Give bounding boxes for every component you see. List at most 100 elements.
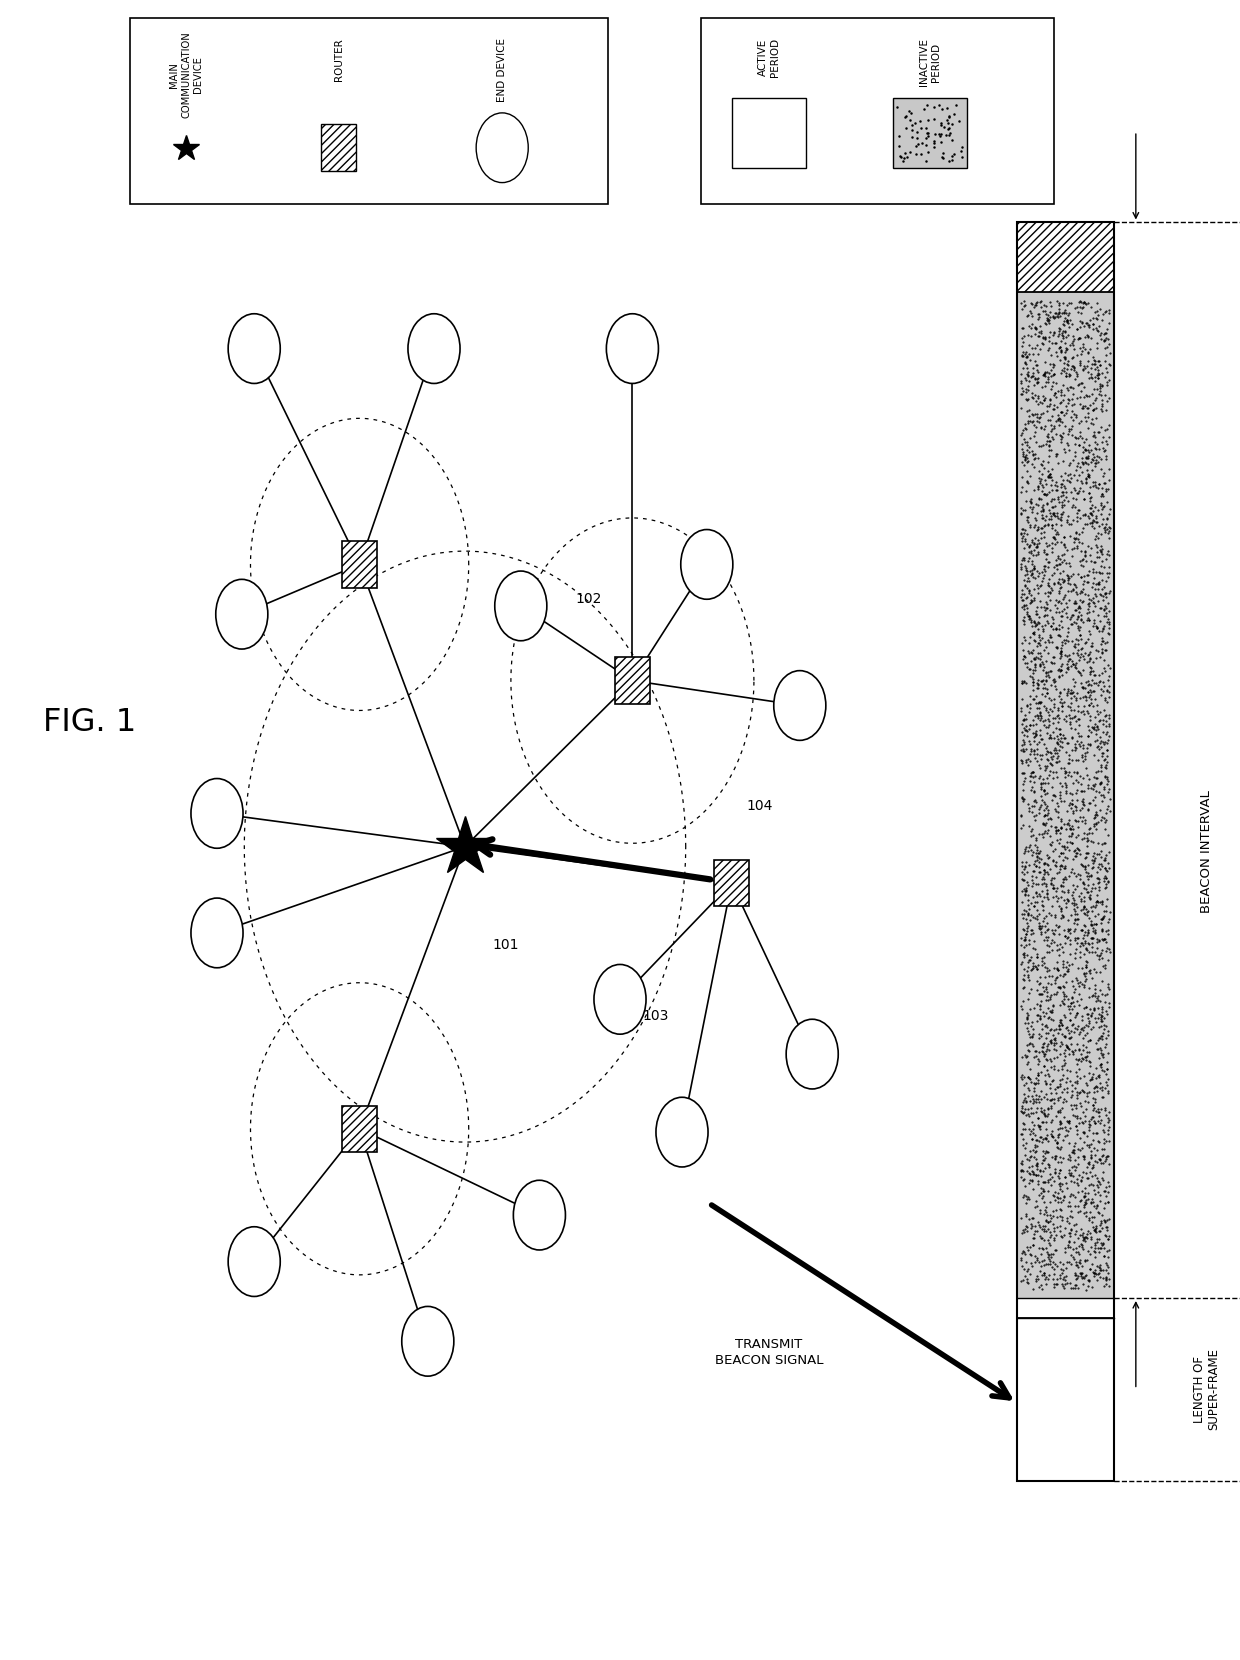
Point: [1012, 848, 1032, 875]
Point: [1065, 1275, 1085, 1301]
Point: [939, 148, 959, 174]
Point: [1037, 1046, 1056, 1072]
Point: [1049, 1013, 1069, 1039]
Point: [1039, 702, 1059, 729]
Point: [1040, 823, 1060, 850]
Point: [1085, 710, 1105, 737]
Point: [1083, 397, 1102, 423]
Point: [1039, 432, 1059, 458]
Point: [1029, 300, 1049, 327]
Point: [1014, 1240, 1034, 1267]
Point: [1021, 906, 1040, 933]
Point: [1069, 559, 1089, 586]
Point: [1053, 1265, 1073, 1291]
Point: [1081, 679, 1101, 706]
Point: [1085, 395, 1105, 422]
Point: [1047, 798, 1066, 825]
Point: [1061, 812, 1081, 838]
Point: [1027, 1145, 1047, 1172]
Point: [1066, 873, 1086, 900]
Point: [1095, 926, 1115, 953]
Point: [1033, 1147, 1053, 1174]
Point: [1079, 722, 1099, 749]
Point: [1092, 1165, 1112, 1192]
Point: [1078, 626, 1097, 652]
Point: [1017, 1042, 1037, 1069]
Point: [1086, 1227, 1106, 1253]
Point: [1014, 1134, 1034, 1160]
Point: [1086, 1009, 1106, 1036]
Point: [1059, 1160, 1079, 1187]
Text: 102: 102: [575, 593, 601, 606]
Point: [1033, 448, 1053, 475]
Point: [1045, 903, 1065, 930]
Point: [1050, 1084, 1070, 1111]
Point: [1049, 820, 1069, 847]
Point: [1040, 1074, 1060, 1101]
Point: [1033, 618, 1053, 644]
Point: [1065, 1036, 1085, 1062]
Point: [1059, 1019, 1079, 1046]
Point: [1017, 1145, 1037, 1172]
Point: [1065, 430, 1085, 456]
Point: [1058, 488, 1078, 515]
Point: [1038, 1096, 1058, 1122]
Point: [1069, 659, 1089, 686]
Point: [1090, 941, 1110, 968]
Point: [1070, 684, 1090, 710]
Point: [1040, 574, 1060, 601]
Point: [1084, 787, 1104, 813]
Point: [1099, 611, 1118, 637]
Point: [1035, 707, 1055, 734]
Point: [1022, 837, 1042, 863]
Point: [1090, 1182, 1110, 1208]
Point: [1034, 556, 1054, 583]
Point: [1095, 437, 1115, 463]
Point: [1038, 699, 1058, 725]
Point: [1073, 310, 1092, 337]
Point: [1023, 637, 1043, 664]
Point: [1095, 347, 1115, 374]
Point: [1085, 593, 1105, 619]
Point: [1080, 815, 1100, 842]
Point: [1023, 564, 1043, 591]
Point: [1035, 1038, 1055, 1064]
Point: [1074, 657, 1094, 684]
Point: [1037, 1139, 1056, 1165]
Point: [1032, 1275, 1052, 1301]
Point: [1076, 954, 1096, 981]
Point: [1056, 867, 1076, 893]
Point: [1047, 551, 1066, 578]
Point: [1050, 872, 1070, 898]
Point: [1016, 1084, 1035, 1111]
Point: [1063, 1154, 1083, 1180]
Point: [1030, 641, 1050, 667]
Point: [1076, 548, 1096, 574]
Point: [1016, 1044, 1035, 1071]
Point: [1091, 843, 1111, 870]
Point: [1022, 581, 1042, 608]
Point: [1068, 1116, 1087, 1142]
Point: [1070, 579, 1090, 606]
Point: [1071, 378, 1091, 405]
Point: [1037, 546, 1056, 573]
Point: [1028, 365, 1048, 392]
Point: [1068, 613, 1087, 639]
Point: [1094, 1044, 1114, 1071]
Point: [1012, 1099, 1032, 1125]
Point: [1095, 855, 1115, 881]
Point: [1043, 369, 1063, 395]
Point: [1012, 878, 1032, 905]
Point: [1091, 1142, 1111, 1169]
Point: [1076, 687, 1096, 714]
Point: [1030, 588, 1050, 614]
Point: [1038, 958, 1058, 984]
Point: [1044, 352, 1064, 378]
Circle shape: [191, 779, 243, 848]
Point: [1058, 385, 1078, 412]
Point: [1081, 1066, 1101, 1092]
Point: [1100, 352, 1120, 378]
Point: [1045, 370, 1065, 397]
Point: [1013, 417, 1033, 443]
Point: [1050, 1157, 1070, 1184]
